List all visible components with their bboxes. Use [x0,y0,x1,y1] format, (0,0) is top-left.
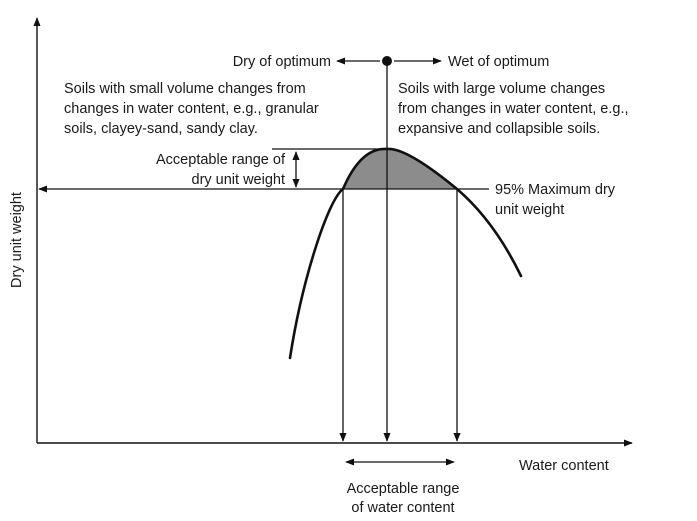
optimum-point [382,56,392,66]
wet-side-description-line-2: from changes in water content, e.g., [398,101,629,117]
wet-side-description-line-1: Soils with large volume changes [398,81,605,97]
acceptable-water-content-label-line-2: of water content [351,500,454,516]
dry-side-description-line-1: Soils with small volume changes from [64,81,306,97]
wet-side-description-line-3: expansive and collapsible soils. [398,121,600,137]
x-axis-label: Water content [519,458,609,474]
acceptable-region-shading [343,148,457,189]
dry-of-optimum-label: Dry of optimum [233,54,331,70]
y-axis-label: Dry unit weight [9,192,25,288]
acceptable-water-content-label-line-1: Acceptable range [347,481,460,497]
max-dry-unit-weight-label-line-1: 95% Maximum dry [495,182,616,198]
max-dry-unit-weight-label-line-2: unit weight [495,202,564,218]
acceptable-dry-unit-weight-label-line-2: dry unit weight [192,172,286,188]
wet-of-optimum-label: Wet of optimum [448,54,549,70]
dry-side-description-line-3: soils, clayey-sand, sandy clay. [64,121,258,137]
dry-side-description-line-2: changes in water content, e.g., granular [64,101,319,117]
acceptable-dry-unit-weight-label-line-1: Acceptable range of [156,152,286,168]
